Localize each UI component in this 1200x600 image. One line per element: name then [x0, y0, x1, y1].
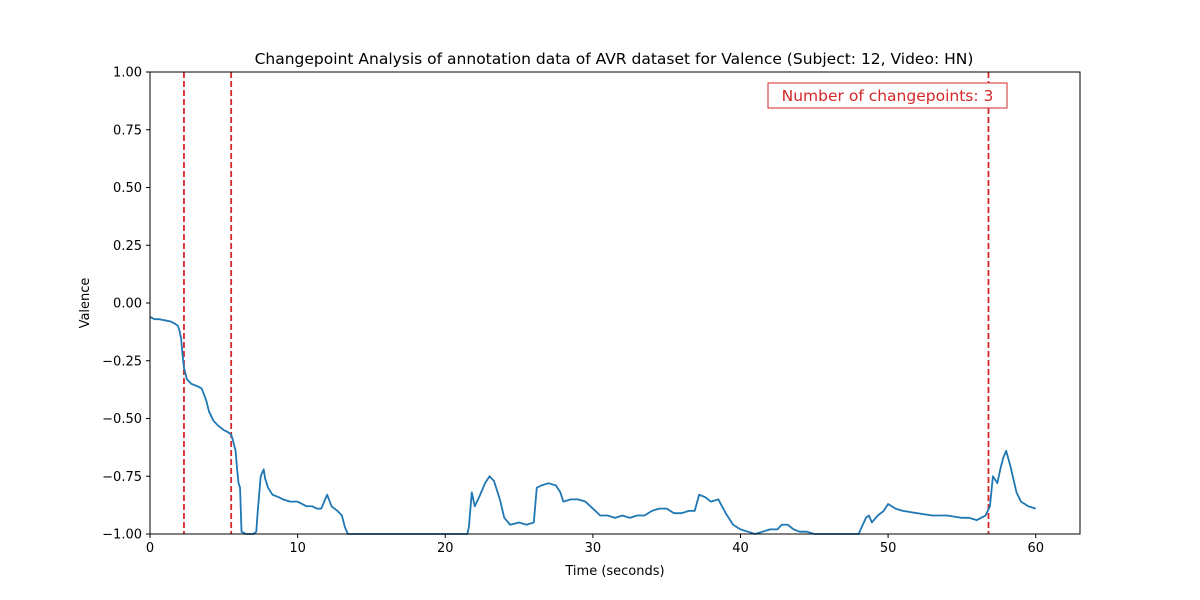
x-axis-ticks: 0 10 20 30 40 50 60 [146, 534, 1044, 556]
y-tick-label: 0.75 [113, 123, 142, 138]
x-tick-label: 30 [585, 541, 602, 556]
x-tick-label: 20 [437, 541, 454, 556]
y-tick-label: −0.50 [102, 412, 142, 427]
y-tick-label: 0.50 [113, 181, 142, 196]
y-tick-label: −0.75 [102, 470, 142, 485]
x-tick-label: 10 [289, 541, 306, 556]
valence-series-line [149, 316, 1036, 535]
x-tick-label: 40 [732, 541, 749, 556]
y-tick-label: −1.00 [102, 528, 142, 543]
x-tick-label: 0 [146, 541, 154, 556]
annotation-text: Number of changepoints: 3 [782, 87, 994, 105]
x-axis-label: Time (seconds) [564, 564, 664, 579]
plot-area [150, 72, 1080, 534]
y-axis-ticks: −1.00 −0.75 −0.50 −0.25 0.00 0.25 0.50 0.75 1.00 [102, 66, 150, 543]
y-tick-label: 0.25 [113, 239, 142, 254]
y-axis-label: Valence [78, 278, 93, 329]
y-tick-label: 0.00 [113, 297, 142, 312]
changepoint-count-annotation: Number of changepoints: 3 [767, 82, 1008, 109]
x-tick-label: 50 [880, 541, 897, 556]
annotation-box [767, 82, 1008, 109]
y-tick-label: 1.00 [113, 66, 142, 81]
x-tick-label: 60 [1027, 541, 1044, 556]
changepoint-lines [183, 72, 990, 534]
chart-title: Changepoint Analysis of annotation data … [255, 50, 974, 68]
y-tick-label: −0.25 [102, 354, 142, 369]
